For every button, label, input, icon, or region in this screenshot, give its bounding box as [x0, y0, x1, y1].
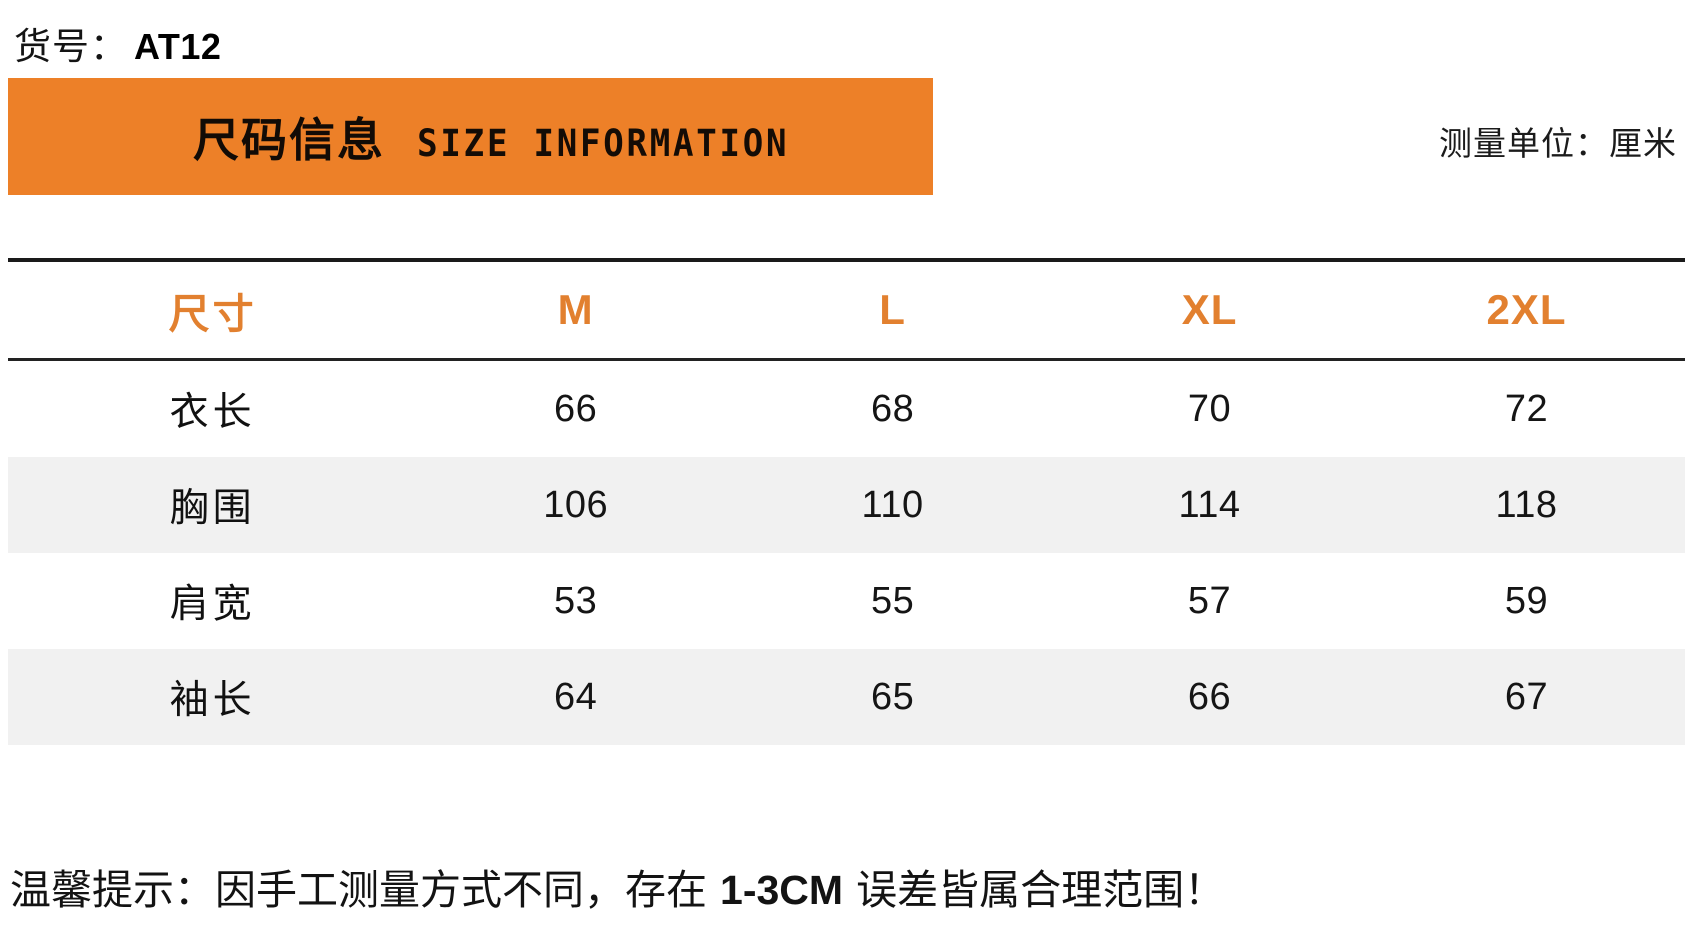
cell-sleeve-m: 64	[417, 649, 735, 745]
row-label-sleeve: 袖长	[8, 649, 418, 745]
cell-length-m: 66	[554, 387, 598, 430]
banner-title-en: SIZE INFORMATION	[417, 121, 790, 165]
row-label-bust: 胸围	[8, 457, 418, 553]
measurement-tolerance-note: 温馨提示：因手工测量方式不同，存在 1-3CM 误差皆属合理范围！	[10, 856, 1225, 916]
column-header-m: M	[557, 286, 594, 333]
size-table-wrap: 尺寸 M L XL 2XL 衣长 66 68 70 72	[8, 258, 1685, 745]
cell-length-xl: 70	[1187, 387, 1232, 430]
measurement-unit-note: 测量单位：厘米	[1439, 124, 1677, 163]
cell-bust-xl: 114	[1051, 457, 1368, 553]
cell-bust-l: 110	[734, 457, 1052, 553]
size-table: 尺寸 M L XL 2XL	[8, 262, 1685, 358]
table-row: 衣长 66 68 70 72	[8, 361, 1685, 457]
cell-sleeve-2xl: 67	[1368, 649, 1685, 745]
cell-shoulder-2xl: 59	[1504, 579, 1549, 622]
size-information-banner: 尺码信息 SIZE INFORMATION	[8, 78, 933, 195]
cell-bust-m: 106	[417, 457, 735, 553]
table-top-rule	[8, 258, 1685, 262]
footer-note-tolerance: 1-3CM	[720, 867, 844, 913]
table-header-rule	[8, 358, 1685, 361]
size-table-body: 衣长 66 68 70 72 胸围 106 110 114 118 肩宽 53 …	[8, 361, 1685, 745]
table-row: 袖长 64 65 66 67	[8, 649, 1685, 745]
column-header-xl: XL	[1181, 286, 1238, 333]
product-code: 货号： AT12	[14, 16, 221, 70]
column-header-dimension: 尺寸	[168, 290, 257, 338]
cell-sleeve-l: 65	[734, 649, 1052, 745]
banner-text-group: 尺码信息 SIZE INFORMATION	[193, 104, 805, 170]
column-header-l: L	[879, 286, 906, 333]
cell-shoulder-l: 55	[870, 579, 915, 622]
table-row: 肩宽 53 55 57 59	[8, 553, 1685, 649]
cell-length-2xl: 72	[1504, 387, 1549, 430]
cell-sleeve-xl: 66	[1051, 649, 1368, 745]
footer-note-prefix: 温馨提示：因手工测量方式不同，存在	[10, 866, 721, 914]
cell-shoulder-m: 53	[554, 579, 598, 622]
product-code-value: AT12	[134, 26, 222, 67]
column-header-2xl: 2XL	[1486, 286, 1567, 333]
table-row: 胸围 106 110 114 118	[8, 457, 1685, 553]
footer-note-suffix: 误差皆属合理范围！	[843, 866, 1226, 914]
banner-title-cn: 尺码信息	[193, 112, 385, 167]
row-label-length: 衣长	[169, 390, 256, 435]
row-label-shoulder: 肩宽	[169, 582, 256, 627]
cell-length-l: 68	[870, 387, 915, 430]
cell-shoulder-xl: 57	[1187, 579, 1232, 622]
cell-bust-2xl: 118	[1368, 457, 1685, 553]
table-header-row: 尺寸 M L XL 2XL	[8, 262, 1685, 358]
product-code-label: 货号：	[14, 25, 128, 68]
